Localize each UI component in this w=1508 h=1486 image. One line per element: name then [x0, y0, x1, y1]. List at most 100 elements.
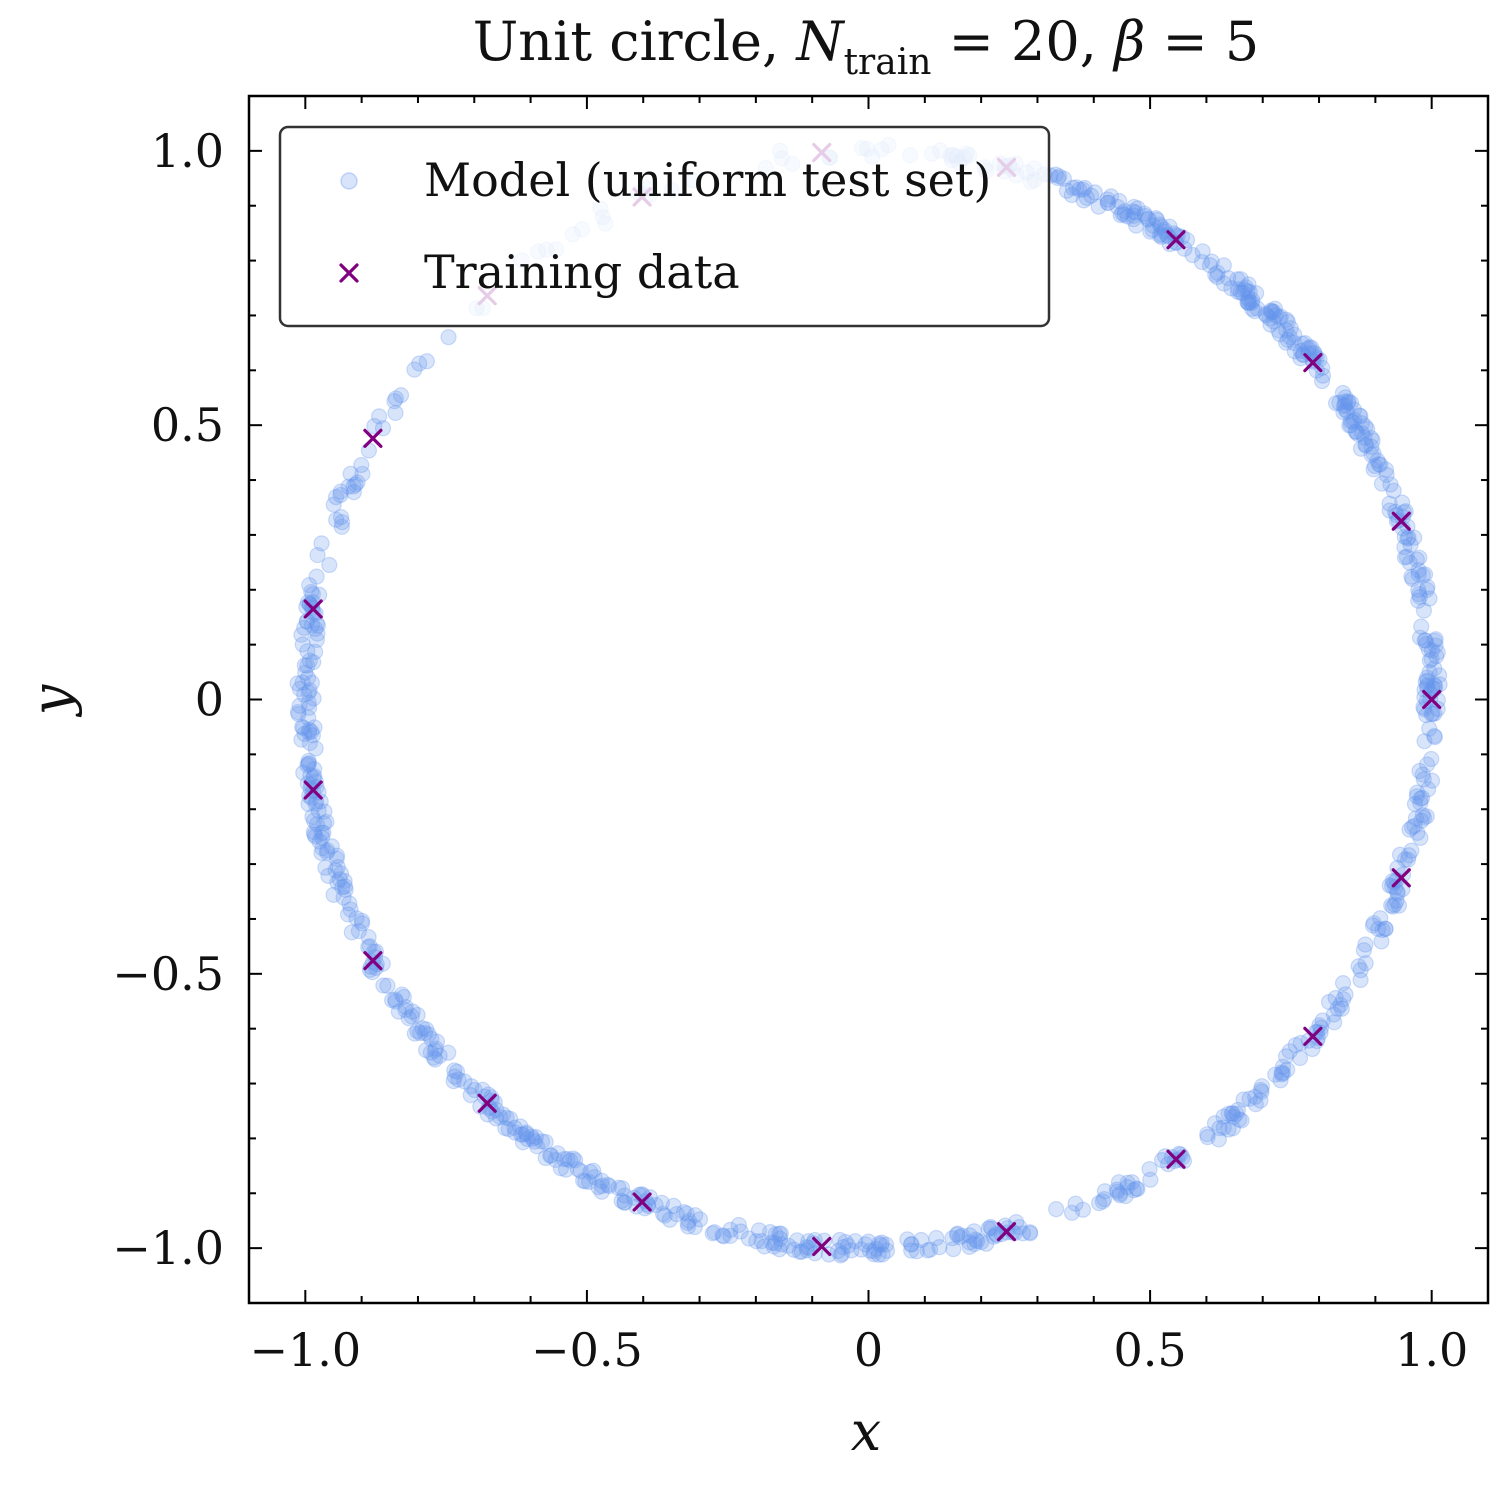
model-point — [1178, 231, 1196, 249]
model-point — [514, 1126, 531, 1143]
model-point — [837, 1233, 854, 1251]
model-point — [928, 1229, 945, 1247]
model-point — [691, 1211, 709, 1228]
model-point — [311, 833, 328, 850]
model-point — [301, 699, 318, 716]
model-point — [665, 1197, 682, 1215]
model-point — [1365, 445, 1382, 462]
model-point — [1327, 395, 1345, 412]
model-point — [1068, 179, 1085, 196]
model-point — [316, 803, 333, 820]
model-point — [793, 1243, 810, 1260]
model-point — [1083, 187, 1100, 204]
model-point — [829, 1242, 847, 1259]
model-point — [1418, 707, 1435, 724]
model-point — [315, 815, 333, 832]
model-point — [860, 1233, 877, 1250]
model-point — [1109, 1183, 1126, 1200]
model-point — [1244, 292, 1261, 309]
model-point — [1428, 648, 1445, 665]
model-point — [406, 361, 423, 378]
training-point — [303, 599, 323, 619]
model-point — [1342, 417, 1359, 434]
model-point — [397, 998, 415, 1016]
model-point — [1139, 211, 1157, 228]
model-point — [1111, 1185, 1129, 1202]
model-point — [559, 1150, 576, 1168]
model-point — [1301, 339, 1318, 356]
model-point — [291, 697, 308, 714]
model-point — [296, 619, 313, 636]
model-point — [537, 1133, 554, 1151]
model-point — [954, 1227, 971, 1244]
model-point — [833, 1245, 851, 1263]
model-point — [323, 838, 340, 855]
model-point — [299, 757, 316, 774]
model-point — [1336, 396, 1354, 414]
model-point — [1386, 896, 1403, 913]
model-point — [1124, 203, 1142, 220]
model-point — [1100, 194, 1117, 211]
training-point — [303, 780, 323, 800]
model-point — [1419, 578, 1436, 596]
model-point — [1346, 411, 1363, 428]
model-point — [1419, 672, 1436, 689]
model-point — [1119, 1178, 1136, 1196]
model-point — [616, 1194, 634, 1211]
model-point — [299, 643, 316, 660]
model-point — [903, 1242, 920, 1259]
model-point — [1220, 270, 1237, 287]
model-point — [500, 1121, 517, 1138]
model-point — [704, 1225, 721, 1242]
model-point — [512, 1118, 529, 1135]
model-point — [585, 1162, 602, 1179]
model-point — [387, 390, 404, 407]
model-point — [1099, 191, 1116, 208]
model-point — [593, 1172, 610, 1189]
model-point — [1401, 821, 1418, 838]
model-point — [613, 1192, 630, 1210]
model-point — [1394, 494, 1411, 511]
model-point — [303, 674, 320, 691]
model-point — [318, 813, 335, 830]
model-point — [318, 844, 336, 861]
model-point — [1414, 807, 1431, 824]
model-point — [1416, 632, 1433, 649]
model-point — [300, 709, 317, 726]
y-tick-labels: −1.0 −0.5 0 0.5 1.0 — [112, 124, 224, 1275]
model-point — [1429, 700, 1446, 717]
model-point — [572, 1163, 590, 1180]
model-point — [1281, 328, 1298, 345]
model-point — [1099, 194, 1116, 211]
model-point — [616, 1194, 633, 1211]
model-point — [1352, 962, 1369, 979]
model-point — [463, 1078, 480, 1095]
model-point — [400, 1010, 417, 1027]
model-point — [668, 1206, 685, 1223]
model-point — [409, 1022, 426, 1040]
model-point — [1304, 1040, 1321, 1058]
model-point — [1411, 549, 1428, 566]
model-point — [1333, 1000, 1350, 1017]
legend-model-marker — [340, 172, 358, 190]
training-point — [996, 1222, 1017, 1242]
model-point — [308, 568, 325, 585]
model-point — [1063, 186, 1080, 204]
title-beta-symbol: β — [1112, 10, 1145, 73]
model-point — [1335, 991, 1352, 1008]
model-point — [1207, 266, 1224, 283]
model-point — [1314, 372, 1331, 390]
model-point — [1240, 290, 1257, 307]
model-point — [785, 1241, 802, 1258]
model-point — [1357, 936, 1374, 953]
model-point — [533, 1133, 551, 1150]
model-point — [1352, 971, 1369, 989]
model-point — [1417, 673, 1434, 690]
model-point — [1348, 423, 1365, 441]
model-point — [599, 1176, 616, 1193]
model-point — [1314, 367, 1332, 384]
model-point — [308, 631, 325, 648]
model-point — [420, 1026, 437, 1043]
model-point — [1236, 281, 1253, 298]
